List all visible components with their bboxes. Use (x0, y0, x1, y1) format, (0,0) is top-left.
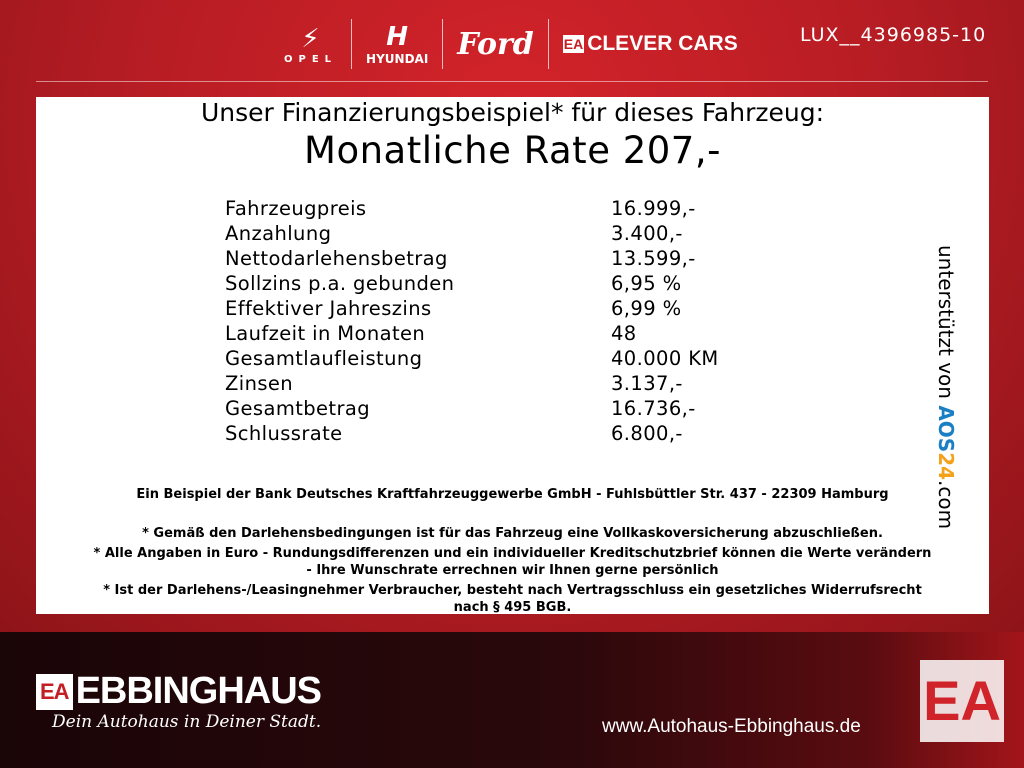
row-value: 6,95 % (611, 272, 682, 295)
monthly-rate: Monatliche Rate 207,- (304, 129, 721, 172)
ford-logo: Ford (457, 26, 534, 62)
row-label: Fahrzeugpreis (225, 197, 367, 220)
financing-table: Fahrzeugpreis 16.999,- Anzahlung 3.400,- Net… (225, 197, 745, 447)
row-label: Schlussrate (225, 422, 343, 445)
website-link[interactable]: www.Autohaus-Ebbinghaus.de (602, 716, 861, 737)
row-label: Effektiver Jahreszins (225, 297, 432, 320)
brand-logos: ⚡ OPEL H HYUNDAI Ford EA CLEVER CARS (270, 18, 752, 70)
row-value: 6,99 % (611, 297, 682, 320)
table-row: Zinsen 3.137,- (225, 372, 745, 397)
divider (351, 19, 353, 69)
divider (547, 19, 549, 69)
table-row: Schlussrate 6.800,- (225, 422, 745, 447)
table-row: Fahrzeugpreis 16.999,- (225, 197, 745, 222)
row-value: 13.599,- (611, 247, 696, 270)
ea-emblem: EA (920, 660, 1004, 742)
table-row: Gesamtlaufleistung 40.000 KM (225, 347, 745, 372)
row-label: Sollzins p.a. gebunden (225, 272, 455, 295)
footnote: * Alle Angaben in Euro - Rundungsdiffere… (93, 546, 932, 561)
footnote: - Ihre Wunschrate errechnen wir Ihnen ge… (306, 563, 719, 578)
footnotes: * Gemäß den Darlehensbedingungen ist für… (36, 525, 989, 616)
table-row: Sollzins p.a. gebunden 6,95 % (225, 272, 745, 297)
divider (36, 81, 988, 82)
financing-title: Unser Finanzierungsbeispiel* für dieses … (200, 98, 825, 127)
footnote: * Ist der Darlehens-/Leasingnehmer Verbr… (103, 583, 922, 598)
ebbinghaus-logo: EA EBBINGHAUS (36, 670, 322, 713)
table-row: Laufzeit in Monaten 48 (225, 322, 745, 347)
footer-banner: EA EBBINGHAUS Dein Autohaus in Deiner Sta… (0, 632, 1024, 768)
opel-logo: ⚡ OPEL (284, 23, 338, 65)
table-row: Gesamtbetrag 16.736,- (225, 397, 745, 422)
table-row: Effektiver Jahreszins 6,99 % (225, 297, 745, 322)
footnote: * Gemäß den Darlehensbedingungen ist für… (142, 526, 883, 541)
financing-panel: Unser Finanzierungsbeispiel* für dieses … (36, 97, 989, 616)
divider (442, 19, 444, 69)
row-value: 40.000 KM (611, 347, 719, 370)
row-label: Zinsen (225, 372, 294, 395)
row-label: Laufzeit in Monaten (225, 322, 426, 345)
clever-cars-logo: EA CLEVER CARS (562, 32, 738, 55)
hyundai-logo: H HYUNDAI (366, 22, 429, 66)
row-value: 48 (611, 322, 637, 345)
supported-by: unterstützt von AOS24.com (934, 245, 958, 530)
aos24-logo: AOS24 (934, 405, 958, 481)
row-label: Gesamtbetrag (225, 397, 371, 420)
row-value: 6.800,- (611, 422, 683, 445)
row-label: Gesamtlaufleistung (225, 347, 423, 370)
row-value: 16.736,- (611, 397, 696, 420)
row-label: Anzahlung (225, 222, 332, 245)
row-value: 3.400,- (611, 222, 683, 245)
table-row: Nettodarlehensbetrag 13.599,- (225, 247, 745, 272)
table-row: Anzahlung 3.400,- (225, 222, 745, 247)
row-label: Nettodarlehensbetrag (225, 247, 448, 270)
slogan: Dein Autohaus in Deiner Stadt. (52, 712, 322, 732)
reference-number: LUX__4396985-10 (800, 24, 987, 46)
bank-note: Ein Beispiel der Bank Deutsches Kraftfah… (136, 487, 889, 502)
row-value: 16.999,- (611, 197, 696, 220)
footnote: nach § 495 BGB. (453, 600, 572, 615)
row-value: 3.137,- (611, 372, 683, 395)
